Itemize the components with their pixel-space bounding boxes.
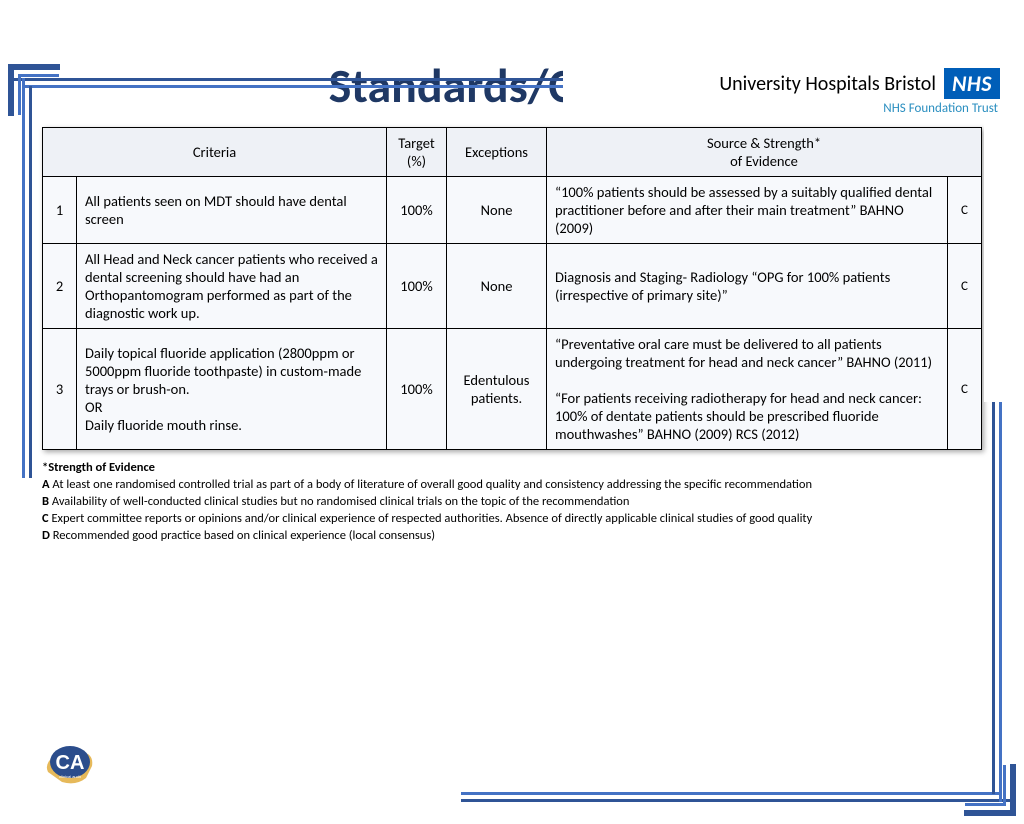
nhs-logo-block: University Hospitals Bristol NHS NHS Fou… [719, 68, 1000, 116]
footnote-item: B Availability of well-conducted clinica… [42, 494, 982, 511]
footnotes: *Strength of Evidence A At least one ran… [42, 460, 982, 544]
cell-target: 100% [387, 329, 447, 450]
cell-source: “Preventative oral care must be delivere… [547, 329, 948, 450]
col-target: Target (%) [387, 128, 447, 177]
col-source: Source & Strength* of Evidence [547, 128, 982, 177]
cell-exceptions: Edentulous patients. [447, 329, 547, 450]
org-name: University Hospitals Bristol [719, 72, 936, 96]
cell-grade: C [948, 329, 982, 450]
table-header-row: Criteria Target (%) Exceptions Source & … [43, 128, 982, 177]
footnote-item: D Recommended good practice based on cli… [42, 528, 982, 545]
cell-criteria: Daily topical fluoride application (2800… [77, 329, 387, 450]
criteria-table: Criteria Target (%) Exceptions Source & … [42, 127, 982, 450]
cell-grade: C [948, 177, 982, 244]
footnote-item: C Expert committee reports or opinions a… [42, 511, 982, 528]
svg-text:clinical audit: clinical audit [59, 774, 82, 779]
col-exceptions: Exceptions [447, 128, 547, 177]
clinical-audit-logo: CA clinical audit [44, 742, 96, 788]
nhs-badge: NHS [944, 68, 1000, 99]
cell-target: 100% [387, 177, 447, 244]
cell-grade: C [948, 244, 982, 329]
table-body: 1All patients seen on MDT should have de… [43, 177, 982, 450]
table-row: 2All Head and Neck cancer patients who r… [43, 244, 982, 329]
cell-criteria: All patients seen on MDT should have den… [77, 177, 387, 244]
svg-text:CA: CA [56, 752, 85, 774]
footnote-item: A At least one randomised controlled tri… [42, 477, 982, 494]
row-number: 2 [43, 244, 77, 329]
cell-criteria: All Head and Neck cancer patients who re… [77, 244, 387, 329]
footnotes-heading: *Strength of Evidence [42, 460, 982, 477]
corner-top-left [8, 64, 60, 116]
row-number: 3 [43, 329, 77, 450]
trust-subline: NHS Foundation Trust [883, 101, 998, 116]
table-row: 3Daily topical fluoride application (280… [43, 329, 982, 450]
row-number: 1 [43, 177, 77, 244]
cell-source: Diagnosis and Staging- Radiology “OPG fo… [547, 244, 948, 329]
col-criteria: Criteria [43, 128, 387, 177]
table-row: 1All patients seen on MDT should have de… [43, 177, 982, 244]
criteria-table-wrap: Criteria Target (%) Exceptions Source & … [42, 127, 982, 450]
cell-source: “100% patients should be assessed by a s… [547, 177, 948, 244]
cell-target: 100% [387, 244, 447, 329]
cell-exceptions: None [447, 244, 547, 329]
cell-exceptions: None [447, 177, 547, 244]
corner-bottom-right [964, 764, 1016, 816]
